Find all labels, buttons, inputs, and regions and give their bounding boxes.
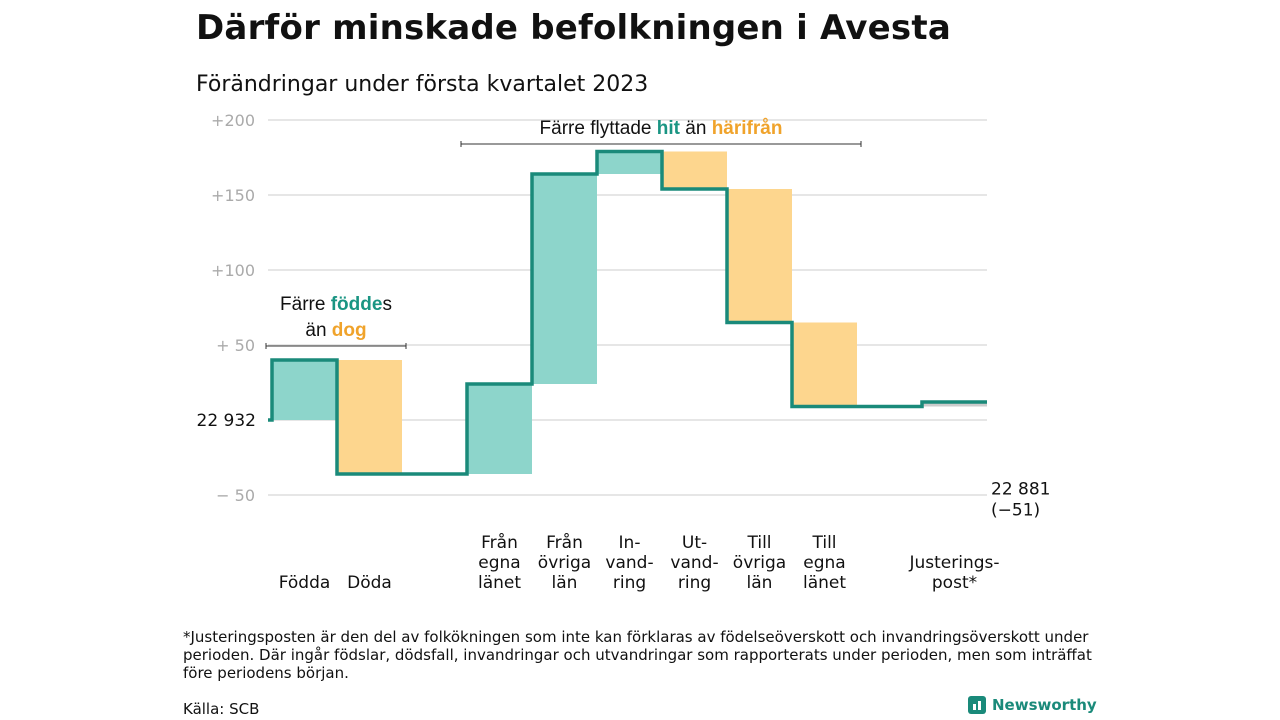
- annotation-part: Färre: [280, 294, 331, 315]
- annotation-text: Färre föddes: [280, 294, 392, 315]
- bar: [792, 322, 857, 407]
- x-category-label: vand-: [670, 553, 718, 573]
- x-category-label: ring: [678, 573, 711, 593]
- annotation-part: s: [382, 294, 392, 315]
- chart-subtitle: Förändringar under första kvartalet 2023: [196, 72, 649, 97]
- start-value-label: 22 932: [197, 411, 256, 431]
- annotation-part: dog: [332, 320, 367, 341]
- x-category-label: Födda: [279, 573, 331, 593]
- bar: [922, 402, 987, 407]
- annotation-part: härifrån: [712, 118, 783, 139]
- annotation-text: än dog: [305, 320, 366, 341]
- bar: [727, 189, 792, 323]
- y-tick-label: + 50: [216, 336, 255, 355]
- x-category-label: Döda: [347, 573, 392, 593]
- annotation-part: Färre flyttade: [540, 118, 657, 139]
- x-category-label: Ut-: [682, 533, 707, 553]
- bar: [467, 384, 532, 474]
- x-category-label: Till: [746, 533, 771, 553]
- brand-logo: Newsworthy: [968, 696, 1097, 714]
- x-category-label: ring: [613, 573, 646, 593]
- annotation-part: än: [305, 320, 331, 341]
- source-label: Källa: SCB: [183, 700, 260, 718]
- x-category-label: vand-: [605, 553, 653, 573]
- bar: [532, 174, 597, 384]
- x-category-label: övriga: [733, 553, 786, 573]
- annotation-part: än: [680, 118, 712, 139]
- x-category-label: Från: [546, 532, 583, 553]
- bar: [662, 151, 727, 189]
- x-category-label: länet: [803, 573, 846, 593]
- y-tick-label: +100: [211, 261, 255, 280]
- x-category-label: Till: [811, 533, 836, 553]
- chart-title: Därför minskade befolkningen i Avesta: [196, 8, 951, 48]
- x-category-label: egna: [803, 553, 845, 573]
- bar: [272, 360, 337, 420]
- waterfall-chart: +200 +150 +100 + 50 − 50 22 932 22 881(−51) Föd…: [197, 111, 1051, 593]
- y-tick-label: +150: [211, 186, 255, 205]
- bar-chart-icon: [968, 696, 986, 714]
- y-tick-label: − 50: [216, 486, 255, 505]
- annotation-text: Färre flyttade hit än härifrån: [540, 118, 783, 139]
- x-category-label: län: [747, 573, 773, 593]
- bar: [337, 360, 402, 474]
- footnote: *Justeringsposten är den del av folkökni…: [183, 628, 1092, 682]
- x-category-label: länet: [478, 573, 521, 593]
- x-category-label: egna: [478, 553, 520, 573]
- y-tick-label: +200: [211, 111, 255, 130]
- x-category-label: övriga: [538, 553, 591, 573]
- x-category-label: post*: [932, 573, 977, 593]
- x-category-label: län: [552, 573, 578, 593]
- bar: [597, 151, 662, 174]
- x-category-label: Justerings-: [908, 553, 999, 573]
- running-total-line: [268, 149, 987, 476]
- x-category-label: In-: [619, 533, 641, 553]
- annotation-part: födde: [331, 294, 383, 315]
- x-category-label: Från: [481, 532, 518, 553]
- end-value-label: 22 881: [991, 480, 1050, 500]
- annotation-part: hit: [657, 118, 681, 139]
- end-change-label: (−51): [991, 501, 1040, 521]
- brand-name: Newsworthy: [992, 696, 1097, 714]
